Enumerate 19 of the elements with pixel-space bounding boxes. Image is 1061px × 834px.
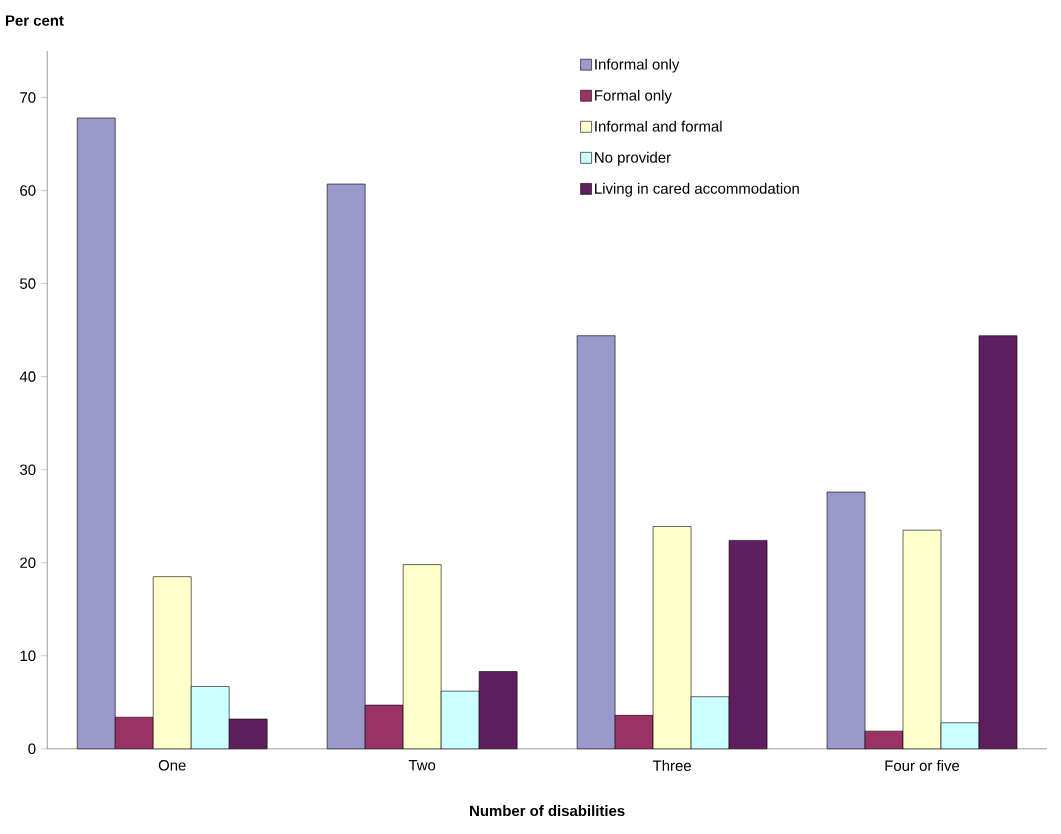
y-tick-label: 50	[20, 278, 36, 289]
legend-label: Formal only	[595, 89, 672, 104]
y-tick-label: 0	[28, 743, 36, 755]
legend-label: Informal and formal	[595, 120, 722, 132]
y-tick-label: 60	[20, 185, 36, 196]
legend-label: Informal only	[595, 58, 680, 73]
x-tick-label: Three	[652, 760, 691, 772]
y-tick-label: 40	[19, 371, 36, 383]
y-tick-label: 30	[20, 464, 36, 476]
y-tick-label: 10	[20, 650, 36, 662]
y-tick-label: 70	[20, 92, 36, 103]
x-tick-label: One	[158, 760, 186, 771]
x-axis-title: Number of disabilities	[470, 805, 625, 817]
x-tick-label: Four or five	[885, 760, 960, 772]
x-tick-label: Two	[408, 760, 436, 771]
y-axis-title: Per cent	[5, 15, 64, 26]
legend-label: No provider	[595, 151, 671, 166]
legend-label: Living in cared accommodation	[595, 182, 799, 197]
y-tick-label: 20	[20, 557, 36, 569]
